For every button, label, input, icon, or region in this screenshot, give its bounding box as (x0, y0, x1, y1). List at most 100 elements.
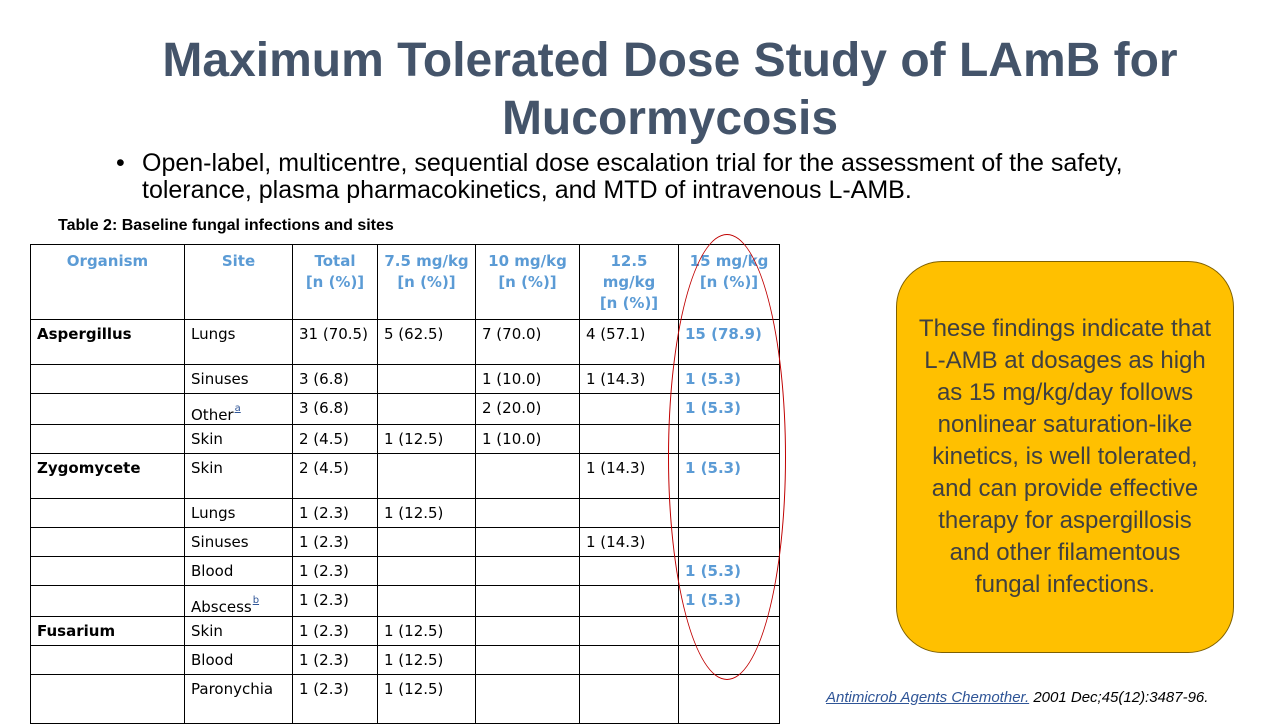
table-row: Lungs 1 (2.3) 1 (12.5) (30, 498, 780, 528)
footnote-b-link[interactable]: b (252, 595, 260, 606)
footnote-a-link[interactable]: a (234, 403, 241, 414)
cell-7-5 (377, 556, 476, 586)
table-row: Zygomycete Skin 2 (4.5) 1 (14.3) 1 (5.3) (30, 453, 780, 499)
table-row: Paronychia 1 (2.3) 1 (12.5) (30, 674, 780, 724)
cell-10 (475, 674, 580, 724)
cell-7-5 (377, 453, 476, 499)
cell-total: 1 (2.3) (292, 674, 378, 724)
cell-organism (30, 364, 185, 394)
cell-15 (678, 616, 780, 646)
citation-details: 2001 Dec;45(12):3487-96. (1029, 689, 1209, 706)
table-header-row: Organism Site Total [n (%)] 7.5 mg/kg [n (… (30, 244, 780, 320)
table-caption: Table 2: Baseline fungal infections and … (58, 217, 394, 234)
cell-12-5 (579, 556, 679, 586)
cell-total: 2 (4.5) (292, 424, 378, 454)
table-row: Sinuses 3 (6.8) 1 (10.0) 1 (14.3) 1 (5.3… (30, 364, 780, 394)
cell-site: Blood (184, 556, 293, 586)
cell-organism: Zygomycete (30, 453, 185, 499)
cell-7-5: 1 (12.5) (377, 424, 476, 454)
fungal-infections-table: Organism Site Total [n (%)] 7.5 mg/kg [n (… (30, 244, 780, 724)
cell-10: 2 (20.0) (475, 393, 580, 425)
table-row: Aspergillus Lungs 31 (70.5) 5 (62.5) 7 (… (30, 319, 780, 365)
journal-link[interactable]: Antimicrob Agents Chemother. (826, 689, 1030, 706)
cell-organism (30, 645, 185, 675)
cell-organism (30, 674, 185, 724)
cell-10 (475, 616, 580, 646)
cell-7-5 (377, 527, 476, 557)
cell-15 (678, 498, 780, 528)
cell-site: Paronychia (184, 674, 293, 724)
cell-10 (475, 556, 580, 586)
cell-12-5: 1 (14.3) (579, 453, 679, 499)
header-site: Site (184, 244, 293, 320)
table-row: Sinuses 1 (2.3) 1 (14.3) (30, 527, 780, 557)
cell-7-5: 1 (12.5) (377, 616, 476, 646)
cell-12-5 (579, 645, 679, 675)
cell-7-5: 1 (12.5) (377, 645, 476, 675)
cell-10 (475, 585, 580, 617)
cell-site: Sinuses (184, 527, 293, 557)
cell-site: Lungs (184, 319, 293, 365)
header-10-mg-kg: 10 mg/kg [n (%)] (475, 244, 580, 320)
cell-12-5 (579, 393, 679, 425)
cell-10: 1 (10.0) (475, 424, 580, 454)
cell-15: 1 (5.3) (678, 393, 780, 425)
cell-site: Skin (184, 453, 293, 499)
cell-organism: Fusarium (30, 616, 185, 646)
cell-total: 1 (2.3) (292, 645, 378, 675)
cell-10 (475, 527, 580, 557)
cell-12-5 (579, 498, 679, 528)
cell-site: Lungs (184, 498, 293, 528)
cell-total: 1 (2.3) (292, 498, 378, 528)
cell-10 (475, 453, 580, 499)
cell-7-5 (377, 393, 476, 425)
cell-7-5: 5 (62.5) (377, 319, 476, 365)
cell-12-5 (579, 585, 679, 617)
cell-total: 3 (6.8) (292, 393, 378, 425)
cell-15 (678, 424, 780, 454)
table-row: Blood 1 (2.3) 1 (12.5) (30, 645, 780, 675)
cell-10 (475, 498, 580, 528)
bullet-point: • Open-label, multicentre, sequential do… (116, 150, 1226, 204)
cell-total: 1 (2.3) (292, 556, 378, 586)
cell-10: 1 (10.0) (475, 364, 580, 394)
header-total: Total [n (%)] (292, 244, 378, 320)
bullet-text: Open-label, multicentre, sequential dose… (142, 149, 1123, 204)
cell-15 (678, 645, 780, 675)
cell-organism (30, 556, 185, 586)
cell-15: 1 (5.3) (678, 453, 780, 499)
cell-15: 1 (5.3) (678, 585, 780, 617)
cell-12-5: 4 (57.1) (579, 319, 679, 365)
cell-15: 1 (5.3) (678, 364, 780, 394)
cell-site: Abscessb (184, 585, 293, 617)
cell-12-5: 1 (14.3) (579, 527, 679, 557)
header-12-5-mg-kg: 12.5 mg/kg [n (%)] (579, 244, 679, 320)
cell-site: Skin (184, 616, 293, 646)
cell-15 (678, 674, 780, 724)
cell-site: Blood (184, 645, 293, 675)
cell-7-5 (377, 364, 476, 394)
header-15-mg-kg: 15 mg/kg [n (%)] (678, 244, 780, 320)
cell-total: 31 (70.5) (292, 319, 378, 365)
cell-total: 2 (4.5) (292, 453, 378, 499)
summary-callout: These findings indicate that L-AMB at do… (896, 261, 1234, 653)
cell-total: 1 (2.3) (292, 585, 378, 617)
header-7-5-mg-kg: 7.5 mg/kg [n (%)] (377, 244, 476, 320)
table-row: Fusarium Skin 1 (2.3) 1 (12.5) (30, 616, 780, 646)
header-organism: Organism (30, 244, 185, 320)
cell-7-5 (377, 585, 476, 617)
table-row: Skin 2 (4.5) 1 (12.5) 1 (10.0) (30, 424, 780, 454)
cell-7-5: 1 (12.5) (377, 498, 476, 528)
cell-10: 7 (70.0) (475, 319, 580, 365)
cell-10 (475, 645, 580, 675)
cell-site: Sinuses (184, 364, 293, 394)
bullet-marker: • (116, 149, 125, 177)
cell-15: 1 (5.3) (678, 556, 780, 586)
cell-organism (30, 585, 185, 617)
table-row: Othera 3 (6.8) 2 (20.0) 1 (5.3) (30, 393, 780, 425)
cell-7-5: 1 (12.5) (377, 674, 476, 724)
cell-12-5 (579, 616, 679, 646)
cell-12-5: 1 (14.3) (579, 364, 679, 394)
callout-text: These findings indicate that L-AMB at do… (918, 315, 1212, 598)
table-row: Abscessb 1 (2.3) 1 (5.3) (30, 585, 780, 617)
